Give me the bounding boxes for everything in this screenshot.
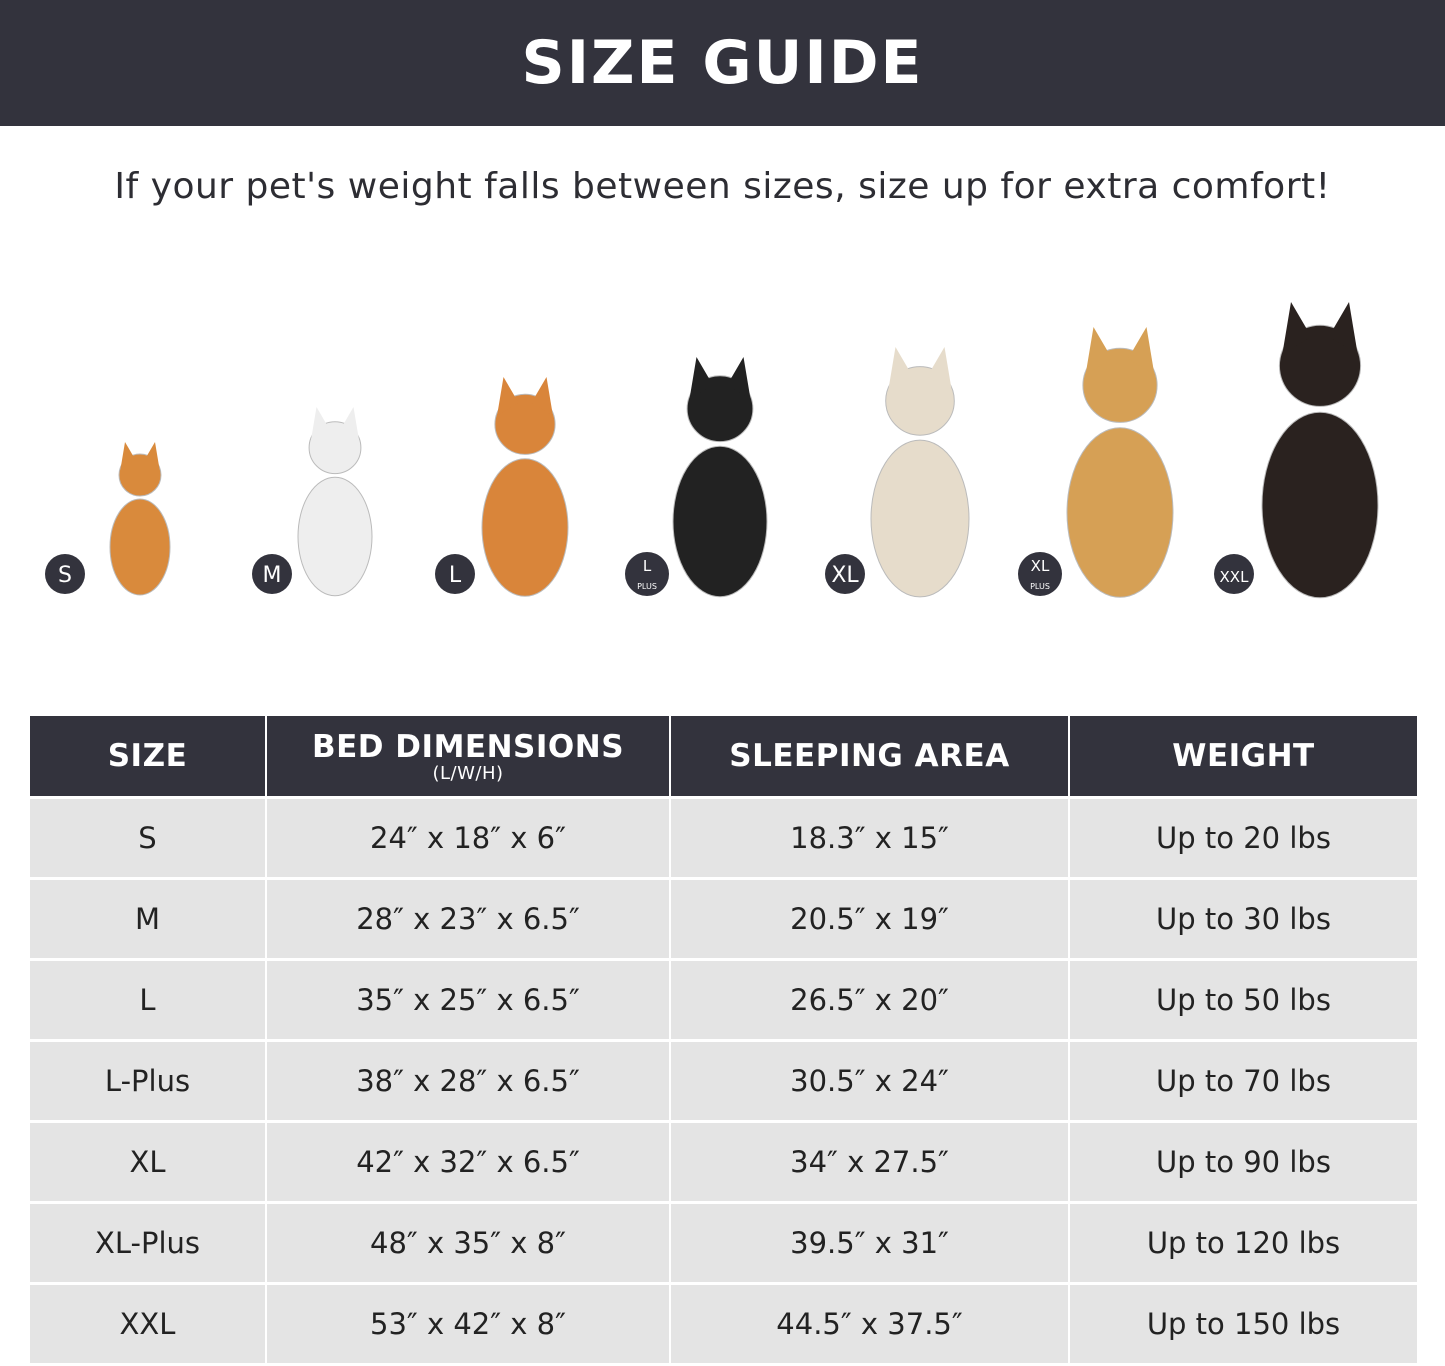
size-badge: L PLUS	[625, 552, 669, 596]
size-badge: M	[252, 554, 292, 594]
table-cell: 48″ x 35″ x 8″	[267, 1204, 669, 1282]
size-badge: XXL	[1214, 554, 1254, 594]
badge-label: XL	[1031, 557, 1050, 575]
table-row: M 28″ x 23″ x 6.5″ 20.5″ x 19″ Up to 30 lbs	[30, 880, 1417, 958]
header-weight: WEIGHT	[1070, 716, 1417, 796]
size-badge: XL	[825, 554, 865, 594]
table-cell: 42″ x 32″ x 6.5″	[267, 1123, 669, 1201]
header-label: SLEEPING AREA	[729, 738, 1010, 774]
table-cell: XL	[30, 1123, 265, 1201]
table-cell: XXL	[30, 1285, 265, 1363]
header-size: SIZE	[30, 716, 265, 796]
size-table: SIZE BED DIMENSIONS (L/W/H) SLEEPING AREA…	[30, 716, 1417, 1366]
table-cell: M	[30, 880, 265, 958]
dog-illustration	[1261, 302, 1379, 599]
badge-sublabel: PLUS	[1030, 582, 1050, 591]
size-badge: XL PLUS	[1018, 552, 1062, 596]
table-cell: 26.5″ x 20″	[671, 961, 1068, 1039]
dog-illustration	[870, 347, 970, 598]
table-row: XL-Plus 48″ x 35″ x 8″ 39.5″ x 31″ Up to 12…	[30, 1204, 1417, 1282]
table-row: L 35″ x 25″ x 6.5″ 26.5″ x 20″ Up to 50 lbs	[30, 961, 1417, 1039]
size-badge: L	[435, 554, 475, 594]
table-cell: 24″ x 18″ x 6″	[267, 799, 669, 877]
table-cell: 44.5″ x 37.5″	[671, 1285, 1068, 1363]
badge-label: L	[643, 557, 652, 575]
table-cell: Up to 150 lbs	[1070, 1285, 1417, 1363]
table-cell: 34″ x 27.5″	[671, 1123, 1068, 1201]
table-cell: S	[30, 799, 265, 877]
table-cell: 53″ x 42″ x 8″	[267, 1285, 669, 1363]
table-row: XXL 53″ x 42″ x 8″ 44.5″ x 37.5″ Up to 150 …	[30, 1285, 1417, 1363]
dog-illustration	[297, 407, 373, 597]
table-cell: XL-Plus	[30, 1204, 265, 1282]
table-cell: 20.5″ x 19″	[671, 880, 1068, 958]
badge-label: M	[263, 563, 282, 588]
badge-sublabel: PLUS	[637, 582, 657, 591]
page-title: SIZE GUIDE	[521, 28, 924, 98]
badge-label: L	[449, 563, 462, 588]
table-cell: 30.5″ x 24″	[671, 1042, 1068, 1120]
header-bed-dimensions: BED DIMENSIONS (L/W/H)	[267, 716, 669, 796]
header-sublabel: (L/W/H)	[432, 763, 504, 784]
badge-label: S	[58, 563, 72, 588]
dog-illustration	[1066, 327, 1174, 598]
header-label: WEIGHT	[1172, 738, 1315, 774]
table-cell: Up to 90 lbs	[1070, 1123, 1417, 1201]
table-cell: L-Plus	[30, 1042, 265, 1120]
table-row: S 24″ x 18″ x 6″ 18.3″ x 15″ Up to 20 lbs	[30, 799, 1417, 877]
table-cell: Up to 120 lbs	[1070, 1204, 1417, 1282]
table-header-row: SIZE BED DIMENSIONS (L/W/H) SLEEPING AREA…	[30, 716, 1417, 796]
subtitle: If your pet's weight falls between sizes…	[114, 166, 1331, 207]
table-cell: L	[30, 961, 265, 1039]
dog-illustration	[481, 377, 569, 597]
badge-label: XXL	[1220, 568, 1250, 586]
table-cell: 18.3″ x 15″	[671, 799, 1068, 877]
table-row: L-Plus 38″ x 28″ x 6.5″ 30.5″ x 24″ Up to 7…	[30, 1042, 1417, 1120]
dog-size-illustrations: S M L L PLUS XL XL PLUS XXL	[45, 302, 1379, 599]
size-badge: S	[45, 554, 85, 594]
table-cell: 38″ x 28″ x 6.5″	[267, 1042, 669, 1120]
header-label: BED DIMENSIONS	[311, 729, 625, 765]
table-cell: Up to 20 lbs	[1070, 799, 1417, 877]
header-label: SIZE	[107, 738, 188, 774]
table-cell: Up to 70 lbs	[1070, 1042, 1417, 1120]
header-sleeping-area: SLEEPING AREA	[671, 716, 1068, 796]
table-cell: Up to 30 lbs	[1070, 880, 1417, 958]
table-cell: 28″ x 23″ x 6.5″	[267, 880, 669, 958]
table-cell: 39.5″ x 31″	[671, 1204, 1068, 1282]
table-cell: 35″ x 25″ x 6.5″	[267, 961, 669, 1039]
badge-label: XL	[831, 563, 859, 588]
table-cell: Up to 50 lbs	[1070, 961, 1417, 1039]
dog-illustration	[672, 357, 768, 598]
dog-illustration	[109, 442, 171, 596]
header-banner: SIZE GUIDE	[0, 0, 1445, 126]
table-row: XL 42″ x 32″ x 6.5″ 34″ x 27.5″ Up to 90 lb…	[30, 1123, 1417, 1201]
